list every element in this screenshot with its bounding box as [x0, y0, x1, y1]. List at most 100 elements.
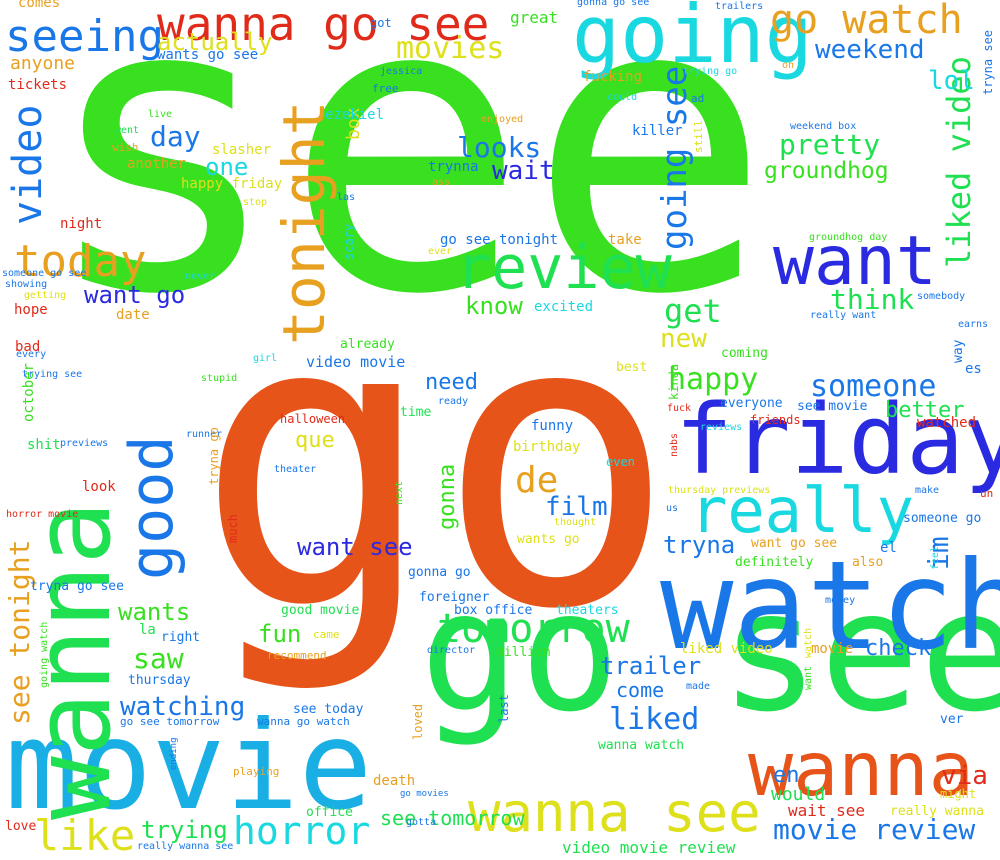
word-see-tonight: see tonight	[3, 539, 36, 725]
word-already: already	[340, 337, 395, 352]
word-wanna-go: wanna go	[748, 725, 1000, 813]
word-tryna: tryna	[663, 531, 736, 559]
word-horror: horror	[233, 809, 371, 853]
word-looks: looks	[457, 131, 542, 164]
word-see-tomorrow: see tomorrow	[380, 806, 525, 830]
word-death: death	[373, 773, 416, 789]
word-check: check	[865, 636, 932, 661]
word-live: live	[148, 109, 173, 120]
word-even: even	[606, 455, 635, 469]
word-via: via	[941, 761, 988, 791]
word-review: review	[455, 233, 672, 303]
word-liked: liked	[609, 702, 700, 737]
word-time: time	[400, 405, 432, 420]
word-wait-see: wait see	[788, 801, 866, 820]
word-recommend: recommend	[267, 649, 327, 662]
word-nabs: nabs	[669, 432, 680, 457]
word-wants-go: wants go	[517, 532, 580, 547]
word-loved: loved	[411, 703, 425, 740]
word-better: better	[885, 398, 965, 423]
word-comes: comes	[18, 0, 61, 11]
word-go-movies: go movies	[400, 789, 449, 799]
word-someone: someone	[810, 369, 937, 404]
word-friends: friends	[750, 413, 801, 427]
word-coming: coming	[721, 346, 768, 361]
word-halloween: halloween	[280, 412, 346, 426]
word-today: today	[14, 236, 147, 287]
word-playing: playing	[233, 765, 280, 778]
word-tryna-go-see: tryna go see	[30, 579, 124, 594]
word-really-wanna-see: really wanna see	[137, 841, 234, 852]
word-tomorrow: tomorrow	[437, 606, 630, 652]
word-really-wanna: really wanna	[890, 804, 984, 819]
word-movie: movie	[5, 695, 373, 837]
word-director: director	[427, 645, 476, 656]
word-la: la	[139, 622, 156, 638]
word-way: way	[951, 339, 966, 363]
word-still: still	[692, 119, 705, 153]
word-hope: hope	[14, 302, 48, 318]
word-october: october	[21, 362, 37, 422]
word-trailer: trailer	[600, 652, 702, 680]
word-might: might	[940, 787, 977, 801]
word-come: come	[616, 678, 665, 702]
word-getting: getting	[24, 290, 67, 301]
word-go-see: go see	[420, 556, 1000, 749]
word-go-see-tomorrow: go see tomorrow	[120, 715, 220, 728]
word-going: going	[572, 0, 813, 81]
word-theater: theater	[274, 464, 317, 475]
word-also: also	[852, 555, 884, 570]
word-liked-video: liked video	[680, 641, 773, 657]
word-right: right	[161, 630, 201, 645]
word-film: film	[545, 492, 608, 522]
word-runner: runner	[186, 429, 223, 440]
word-wanna-go-see: wanna go see	[157, 0, 490, 51]
word-trying-go: trying go	[683, 66, 738, 77]
word-tonight: tonight	[270, 100, 338, 345]
word-somebody: somebody	[917, 291, 966, 302]
word-girl: girl	[253, 353, 278, 364]
word-un: un	[980, 487, 994, 500]
word-anyone: anyone	[10, 53, 76, 74]
word-see-today: see today	[293, 702, 364, 717]
word-oh: oh	[782, 60, 795, 71]
word-weekend-box: weekend box	[790, 121, 857, 132]
word-ezekiel: ezekiel	[325, 107, 385, 123]
word-el: el	[880, 540, 897, 556]
word-think: think	[830, 283, 915, 316]
word-gonna-go-see: gonna go see	[577, 0, 650, 8]
word-fun: fun	[258, 620, 302, 648]
word-trailers: trailers	[715, 1, 764, 12]
word-video-movie-review: video movie review	[562, 838, 736, 857]
word-groundhog: groundhog	[764, 158, 889, 184]
word-happy: happy	[668, 362, 759, 397]
word-get: get	[664, 292, 722, 330]
word-next: next	[394, 480, 405, 505]
word-never: never	[185, 271, 216, 282]
word-new: new	[660, 324, 707, 354]
word-gonna-go: gonna go	[408, 565, 471, 580]
word-fucking: fucking	[583, 69, 643, 85]
word-las: las	[337, 192, 356, 203]
word-feel: feel	[930, 545, 941, 570]
word-theaters: theaters	[556, 603, 619, 618]
word-wanna-go-watch: wanna go watch	[257, 715, 350, 728]
word-trying: trying	[141, 816, 228, 844]
word-know: know	[465, 292, 523, 320]
word-friday: friday	[675, 384, 1000, 496]
word-take: take	[608, 232, 642, 248]
word-wish: wish	[112, 141, 139, 154]
word-going-watch: going watch	[39, 621, 50, 688]
word-see-movie: see movie	[797, 399, 868, 414]
word-money: money	[825, 595, 856, 606]
word-went: went	[115, 125, 140, 136]
word-much: much	[226, 514, 240, 543]
word-previews: previews	[60, 438, 109, 449]
word-see: see	[40, 0, 772, 383]
word-could: could	[607, 92, 638, 103]
word-came: came	[313, 628, 340, 641]
word-tryna-see: tryna see	[981, 29, 995, 95]
word-que: que	[295, 428, 335, 453]
word-earns: earns	[958, 319, 989, 330]
word-go: go	[195, 232, 677, 697]
